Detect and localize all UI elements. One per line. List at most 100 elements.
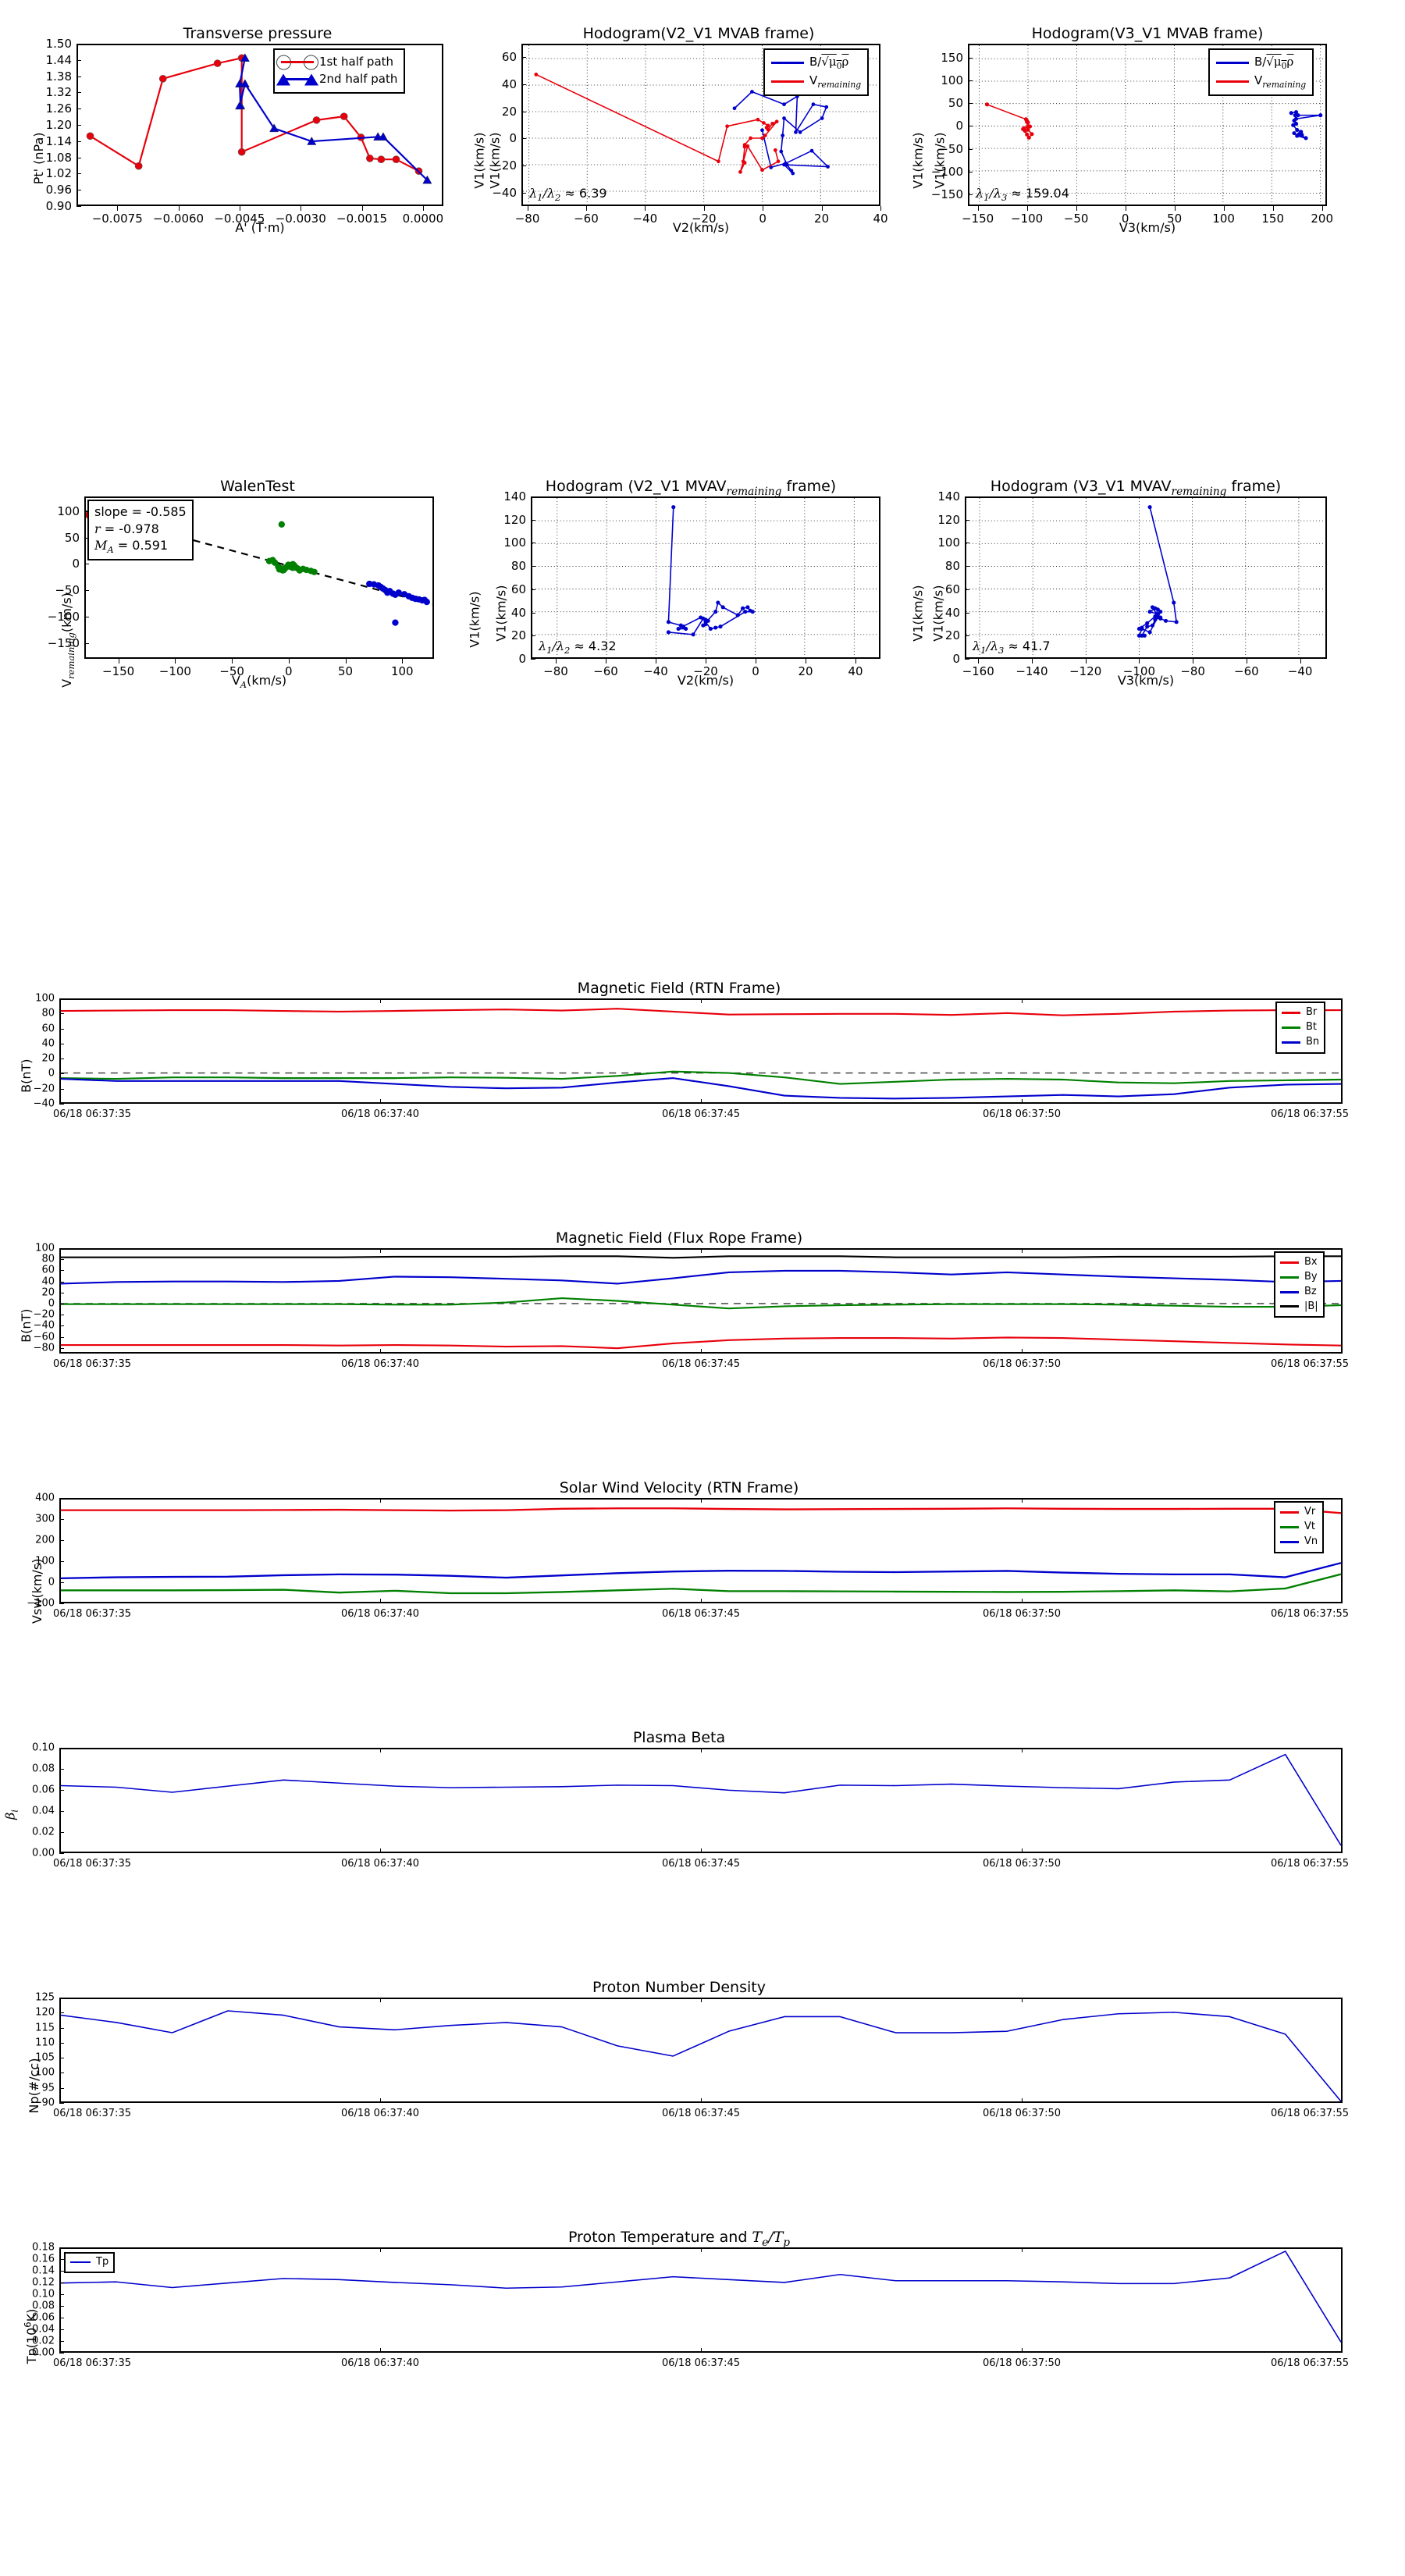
x-tick-label: −0.0045 (214, 212, 265, 226)
y-tick-mark (59, 1347, 64, 1349)
y-tick-label: 60 (501, 50, 517, 65)
y-tick-label: −100 (47, 609, 80, 624)
y-tick-label: 20 (510, 628, 526, 643)
time-tick-label: 06/18 06:37:40 (341, 2357, 419, 2369)
y-tick-mark (59, 1028, 64, 1030)
y-tick-label: 1.44 (45, 52, 72, 67)
x-tick-label: 0 (752, 664, 759, 678)
y-tick-label: 110 (35, 2037, 55, 2049)
x-tick-mark (1076, 206, 1077, 211)
x-tick-label: −20 (691, 212, 717, 226)
time-tick-mark (380, 1748, 381, 1752)
y-tick-mark (84, 590, 89, 592)
x-tick-label: 200 (1311, 212, 1334, 226)
legend-label-v: Vremaining (1254, 73, 1307, 90)
y-tick-label: 40 (41, 1037, 55, 1050)
legend-row: Bt (1282, 1020, 1319, 1035)
y-tick-label: 20 (944, 628, 960, 643)
plot-svg (86, 53, 432, 184)
y-tick-label: 1.08 (45, 150, 72, 165)
plot-area (59, 1998, 1343, 2103)
time-tick-mark (701, 1498, 702, 1503)
y-axis-label: B(nT) (19, 1059, 34, 1093)
y-tick-label: 140 (503, 489, 526, 503)
y-tick-label: −20 (33, 1083, 55, 1095)
y-tick-mark (521, 138, 526, 140)
legend-hodogram[interactable]: B/√μ0ρ Vremaining (763, 48, 870, 97)
y-axis-label: Pt' (nPa) (30, 132, 46, 185)
x-axis-label: V2(km/s) (672, 220, 730, 235)
x-tick-mark (1031, 659, 1033, 664)
panel-hodogram-v3v1-mvav: Hodogram (V3_V1 MVAVremaining frame) 0 20… (921, 468, 1389, 688)
x-tick-label: −100 (158, 664, 191, 678)
y-tick-label: 120 (503, 512, 526, 527)
x-tick-mark (978, 659, 980, 664)
y-tick-label: 0.10 (32, 2288, 55, 2300)
x-axis-label: V3(km/s) (1119, 220, 1176, 235)
y-axis-label: Vsw(km/s) (30, 1558, 45, 1624)
time-tick-mark (701, 1848, 702, 1853)
y-tick-mark (59, 1769, 64, 1770)
legend-label: Vt (1304, 1520, 1315, 1532)
plot-svg (966, 498, 1325, 657)
y-tick-mark (59, 1748, 64, 1749)
y-tick-label: 0.04 (32, 1805, 55, 1817)
y-tick-label: 95 (41, 2082, 55, 2094)
time-tick-label: 06/18 06:37:55 (1271, 2108, 1349, 2119)
legend-transverse-pressure[interactable]: 1st half path 2nd half path (273, 48, 406, 94)
panel-title: Plasma Beta (632, 1729, 726, 1746)
panel-transverse-pressure: Transverse pressure 0.90 0.96 1.02 1.08 1.14… (16, 16, 487, 235)
legend-solar-wind-velocity[interactable]: Vr Vt Vn (1274, 1501, 1325, 1553)
legend-label: Bz (1304, 1285, 1317, 1297)
x-tick-mark (645, 206, 646, 211)
y-tick-label: 40 (501, 77, 517, 91)
y-tick-label: 150 (941, 50, 963, 65)
y-tick-label: 0.10 (32, 1742, 55, 1754)
y-tick-label: 100 (937, 535, 960, 550)
y-tick-mark (59, 2259, 64, 2260)
y-tick-label: 100 (35, 992, 55, 1005)
y-tick-label: 80 (41, 1253, 55, 1265)
panel-title: Magnetic Field (RTN Frame) (577, 980, 781, 997)
legend-label: 1st half path (319, 55, 394, 69)
plot-svg (61, 1008, 1341, 1100)
x-tick-label: −40 (643, 664, 668, 678)
plot-area (59, 998, 1343, 1104)
y-tick-label: 40 (510, 605, 526, 620)
legend-label: Bn (1306, 1035, 1320, 1048)
legend-row: Br (1282, 1005, 1319, 1020)
legend-hodogram[interactable]: B/√μ0ρ Vremaining (1208, 48, 1314, 97)
legend-row: Tp (70, 2255, 108, 2270)
time-tick-label: 06/18 06:37:35 (53, 1108, 131, 1120)
y-tick-label: 0 (48, 1067, 55, 1080)
legend-bfield-rtn[interactable]: Br Bt Bn (1275, 1002, 1326, 1054)
y-tick-label: 0.08 (32, 2300, 55, 2312)
y-tick-label: 40 (944, 605, 960, 620)
y-tick-label: 20 (41, 1286, 55, 1299)
y-tick-label: 115 (35, 2022, 55, 2034)
time-tick-mark (1022, 1998, 1023, 2002)
legend-label: By (1304, 1270, 1318, 1283)
y-tick-label: 60 (944, 582, 960, 596)
y-tick-mark (521, 57, 526, 59)
y-tick-label: −100 (930, 165, 963, 180)
y-tick-mark (59, 1853, 64, 1854)
time-tick-mark (701, 998, 702, 1003)
x-tick-label: 40 (873, 212, 888, 226)
y-tick-mark (84, 511, 89, 512)
panel-hodogram-v3v1-mvab: Hodogram(V3_V1 MVAB frame) −150 −100 −50 0 5… (921, 16, 1389, 235)
y-tick-mark (531, 589, 535, 590)
y-tick-label: 400 (35, 1492, 55, 1504)
x-tick-mark (1085, 659, 1087, 664)
walen-stats-box: slope = -0.585 r = -0.978 MA = 0.591 (87, 500, 194, 560)
series-line-icon (1280, 1525, 1299, 1528)
time-tick-label: 06/18 06:37:45 (662, 1358, 740, 1370)
x-tick-mark (1223, 206, 1225, 211)
legend-bfield-flux-rope[interactable]: Bx By Bz |B| (1274, 1251, 1325, 1318)
y-tick-label: −60 (33, 1331, 55, 1343)
x-tick-label: −0.0075 (91, 212, 143, 226)
y-tick-mark (59, 2306, 64, 2307)
y-tick-label: 0 (952, 652, 960, 666)
legend-proton-temperature[interactable]: Tp (64, 2252, 116, 2273)
